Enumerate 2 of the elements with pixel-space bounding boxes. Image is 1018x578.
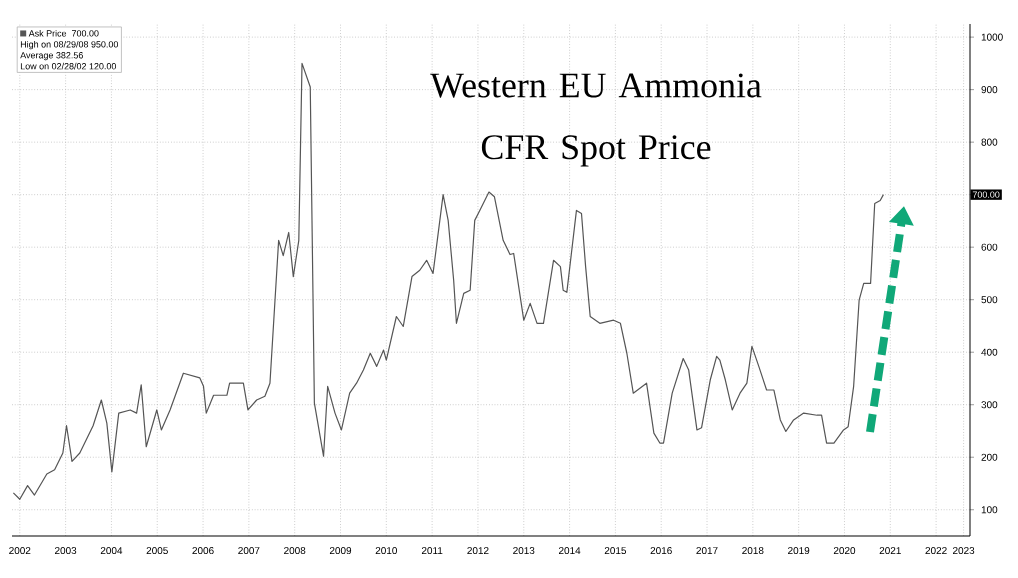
- text: Western EU Ammonia CFR Spot Price: [430, 73, 762, 167]
- line-series: [12, 62, 885, 500]
